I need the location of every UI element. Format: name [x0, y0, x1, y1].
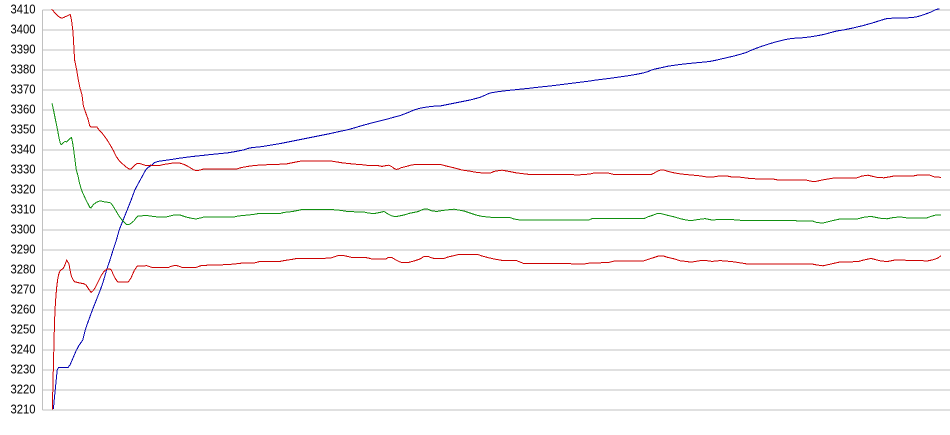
svg-text:3330: 3330 [11, 161, 36, 176]
svg-text:3350: 3350 [11, 121, 36, 136]
svg-text:3400: 3400 [11, 21, 36, 36]
svg-text:3260: 3260 [11, 301, 36, 316]
svg-text:3380: 3380 [11, 61, 36, 76]
svg-text:3410: 3410 [11, 1, 36, 16]
svg-text:3310: 3310 [11, 201, 36, 216]
svg-text:3210: 3210 [11, 401, 36, 416]
svg-text:3360: 3360 [11, 101, 36, 116]
svg-text:3300: 3300 [11, 221, 36, 236]
svg-text:3250: 3250 [11, 321, 36, 336]
svg-text:3290: 3290 [11, 241, 36, 256]
svg-text:3230: 3230 [11, 361, 36, 376]
svg-text:3220: 3220 [11, 381, 36, 396]
svg-text:3270: 3270 [11, 281, 36, 296]
svg-text:3340: 3340 [11, 141, 36, 156]
svg-text:3390: 3390 [11, 41, 36, 56]
svg-text:3240: 3240 [11, 341, 36, 356]
svg-text:3370: 3370 [11, 81, 36, 96]
svg-text:3280: 3280 [11, 261, 36, 276]
svg-text:3320: 3320 [11, 181, 36, 196]
